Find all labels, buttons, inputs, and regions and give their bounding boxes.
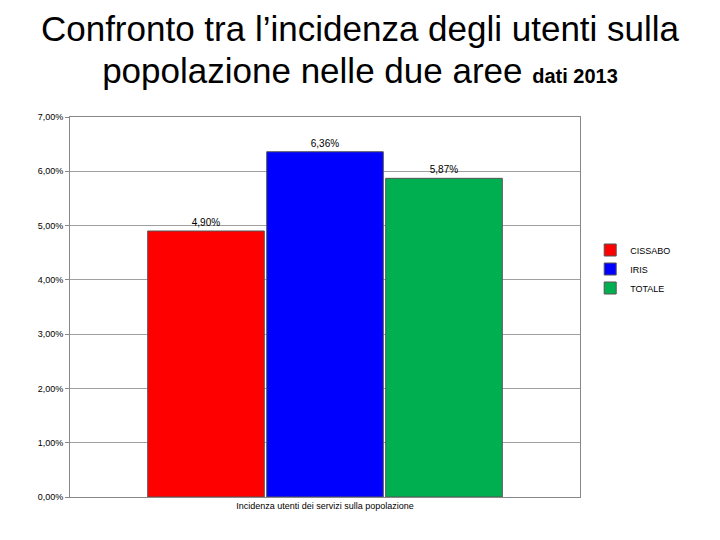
svg-text:IRIS: IRIS [630, 265, 648, 275]
html-text:Confronto tra l’incidenza degl: Confronto tra l’incidenza degli utenti s… [40, 9, 680, 90]
svg-text:4,00%: 4,00% [38, 275, 64, 285]
svg-text:2,00%: 2,00% [38, 384, 64, 394]
svg-text:0,00%: 0,00% [38, 492, 64, 502]
svg-text:CISSABO: CISSABO [630, 246, 670, 256]
svg-text:5,00%: 5,00% [38, 221, 64, 231]
svg-text:4,90%: 4,90% [192, 217, 220, 228]
svg-text:6,36%: 6,36% [311, 138, 339, 149]
svg-text:7,00%: 7,00% [38, 112, 64, 122]
svg-text:6,00%: 6,00% [38, 166, 64, 176]
svg-text:Incidenza utenti dei servizi s: Incidenza utenti dei servizi sulla popol… [236, 501, 414, 511]
svg-text:3,00%: 3,00% [38, 329, 64, 339]
svg-text:5,87%: 5,87% [430, 164, 458, 175]
svg-text:TOTALE: TOTALE [630, 284, 664, 294]
svg-text:1,00%: 1,00% [38, 438, 64, 448]
